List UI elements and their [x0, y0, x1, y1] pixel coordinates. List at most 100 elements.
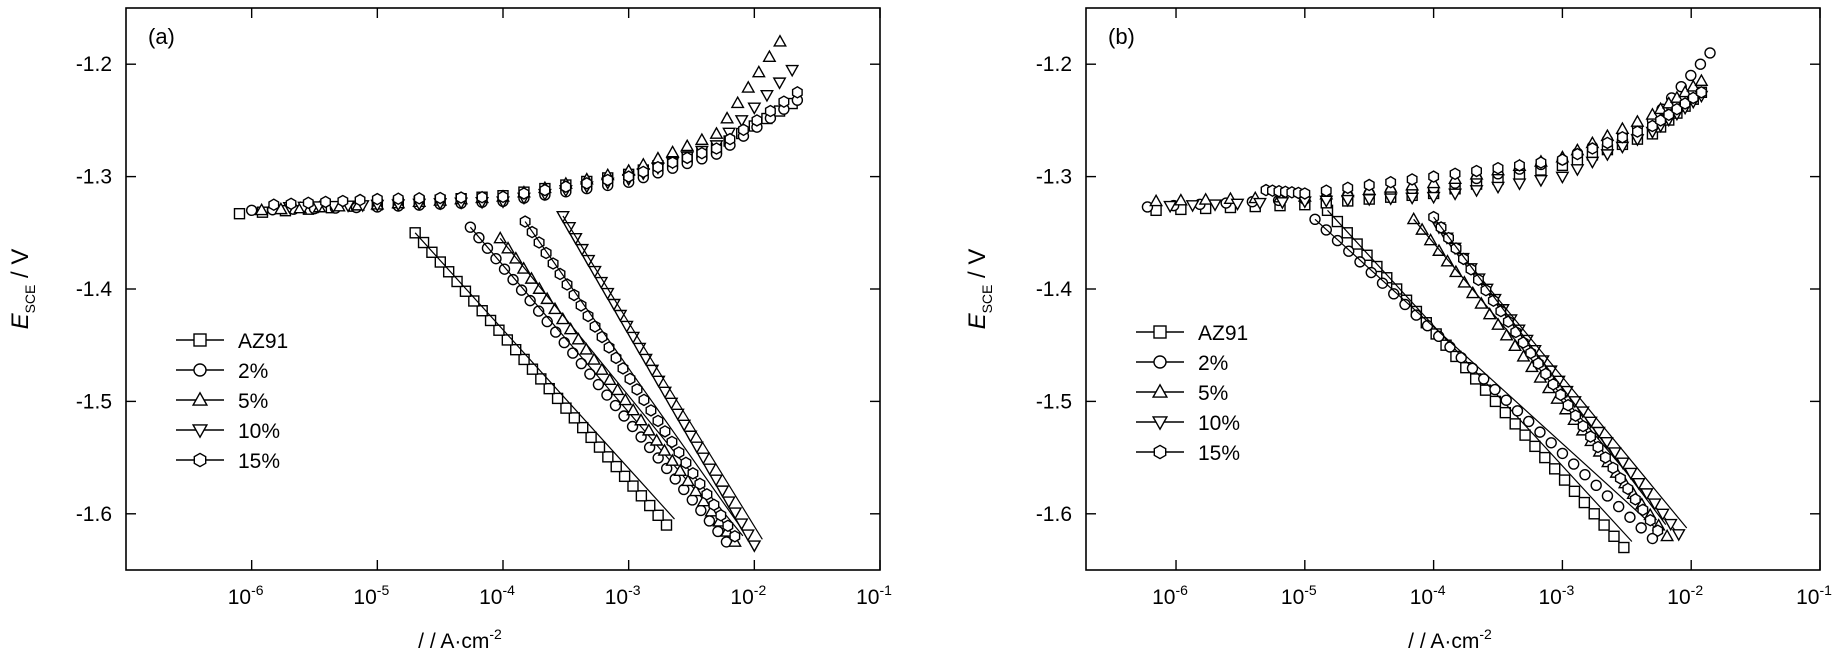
data-point: [773, 34, 787, 47]
data-point: [1457, 275, 1472, 288]
data-point: [1630, 114, 1645, 127]
data-point: [1685, 69, 1697, 82]
data-point: [1607, 461, 1619, 475]
y-tick-label: -1.3: [76, 166, 112, 189]
data-point: [568, 412, 581, 424]
data-point: [1578, 496, 1591, 509]
data-point: [772, 77, 787, 90]
data-point: [1230, 198, 1245, 212]
data-point: [1406, 211, 1421, 225]
data-point: [688, 483, 703, 497]
data-point: [1622, 482, 1634, 496]
x-tick-label: 10-3: [605, 582, 641, 609]
data-point: [1469, 185, 1484, 198]
data-point: [509, 343, 522, 356]
legend-label: 2%: [238, 360, 268, 383]
data-point: [501, 334, 514, 346]
legend-label: 10%: [1198, 412, 1240, 435]
x-tick-label: 10-1: [856, 582, 892, 609]
data-point: [1599, 451, 1611, 464]
data-point: [652, 509, 664, 521]
data-point: [1208, 199, 1222, 212]
legend-marker: [1153, 355, 1167, 369]
data-point: [641, 423, 656, 436]
data-point: [683, 430, 698, 443]
data-point: [1340, 194, 1355, 208]
x-tick-label: 10-3: [1539, 582, 1575, 609]
data-point: [1361, 249, 1373, 261]
data-point: [1421, 320, 1434, 332]
data-point: [550, 326, 562, 338]
data-point: [1472, 273, 1484, 287]
data-point: [652, 414, 664, 428]
data-point: [459, 285, 472, 297]
data-point: [1489, 395, 1502, 408]
data-point: [660, 519, 673, 531]
data-point: [1558, 474, 1571, 486]
y-tick-label: -1.6: [76, 503, 112, 526]
data-point: [593, 441, 606, 453]
data-point: [1600, 149, 1615, 162]
legend-label: AZ91: [1198, 322, 1248, 345]
legend-marker: [1151, 416, 1169, 431]
data-point: [686, 494, 699, 506]
data-point: [1163, 200, 1178, 214]
legend-item: 2%: [1136, 352, 1228, 375]
legend-item: AZ91: [176, 330, 288, 353]
data-point: [1252, 197, 1267, 211]
data-point: [1601, 490, 1614, 502]
data-point: [1592, 440, 1604, 454]
legend-item: 2%: [176, 360, 268, 383]
data-point: [575, 299, 587, 312]
data-point: [762, 49, 777, 63]
data-point: [665, 145, 680, 158]
data-point: [1365, 266, 1377, 279]
data-point: [649, 433, 664, 446]
data-point: [1614, 472, 1626, 485]
x-tick-label: 10-2: [1667, 582, 1703, 609]
data-point: [354, 193, 366, 207]
data-point: [1376, 277, 1389, 289]
data-point: [1385, 175, 1397, 189]
data-point: [1655, 508, 1670, 522]
data-point: [696, 146, 708, 160]
data-point: [1448, 188, 1463, 201]
data-point: [1489, 383, 1501, 396]
data-point: [1450, 242, 1462, 255]
data-point: [645, 364, 660, 378]
data-point: [730, 95, 745, 109]
data-point: [1631, 125, 1643, 138]
data-point: [667, 156, 678, 169]
data-point: [1444, 341, 1456, 353]
data-point: [708, 498, 720, 512]
data-point: [638, 393, 650, 407]
data-point: [490, 252, 502, 265]
data-point: [1466, 362, 1479, 374]
x-tick-label: 10-4: [479, 582, 515, 609]
legend: AZ91 2% 5% 10% 15%: [1136, 322, 1248, 465]
legend-label: 15%: [238, 450, 280, 473]
data-point: [1618, 541, 1630, 554]
data-point: [610, 460, 622, 473]
data-point: [233, 207, 246, 220]
y-tick-label: -1.4: [1036, 278, 1073, 301]
data-point: [734, 115, 749, 128]
data-point: [575, 357, 588, 370]
data-point: [1173, 193, 1188, 206]
data-point: [498, 263, 511, 275]
data-point: [680, 138, 695, 152]
fit-line: [414, 232, 675, 520]
data-point: [1511, 405, 1524, 417]
data-point: [337, 194, 349, 208]
data-point: [1509, 418, 1521, 430]
data-point: [554, 267, 566, 281]
data-point: [1342, 181, 1354, 195]
data-point: [626, 402, 641, 416]
data-point: [1533, 175, 1548, 188]
data-point: [715, 485, 730, 498]
data-point: [651, 375, 666, 389]
data-point: [547, 257, 559, 270]
data-point: [617, 362, 629, 375]
data-point: [1585, 430, 1597, 443]
data-point: [1694, 73, 1709, 87]
